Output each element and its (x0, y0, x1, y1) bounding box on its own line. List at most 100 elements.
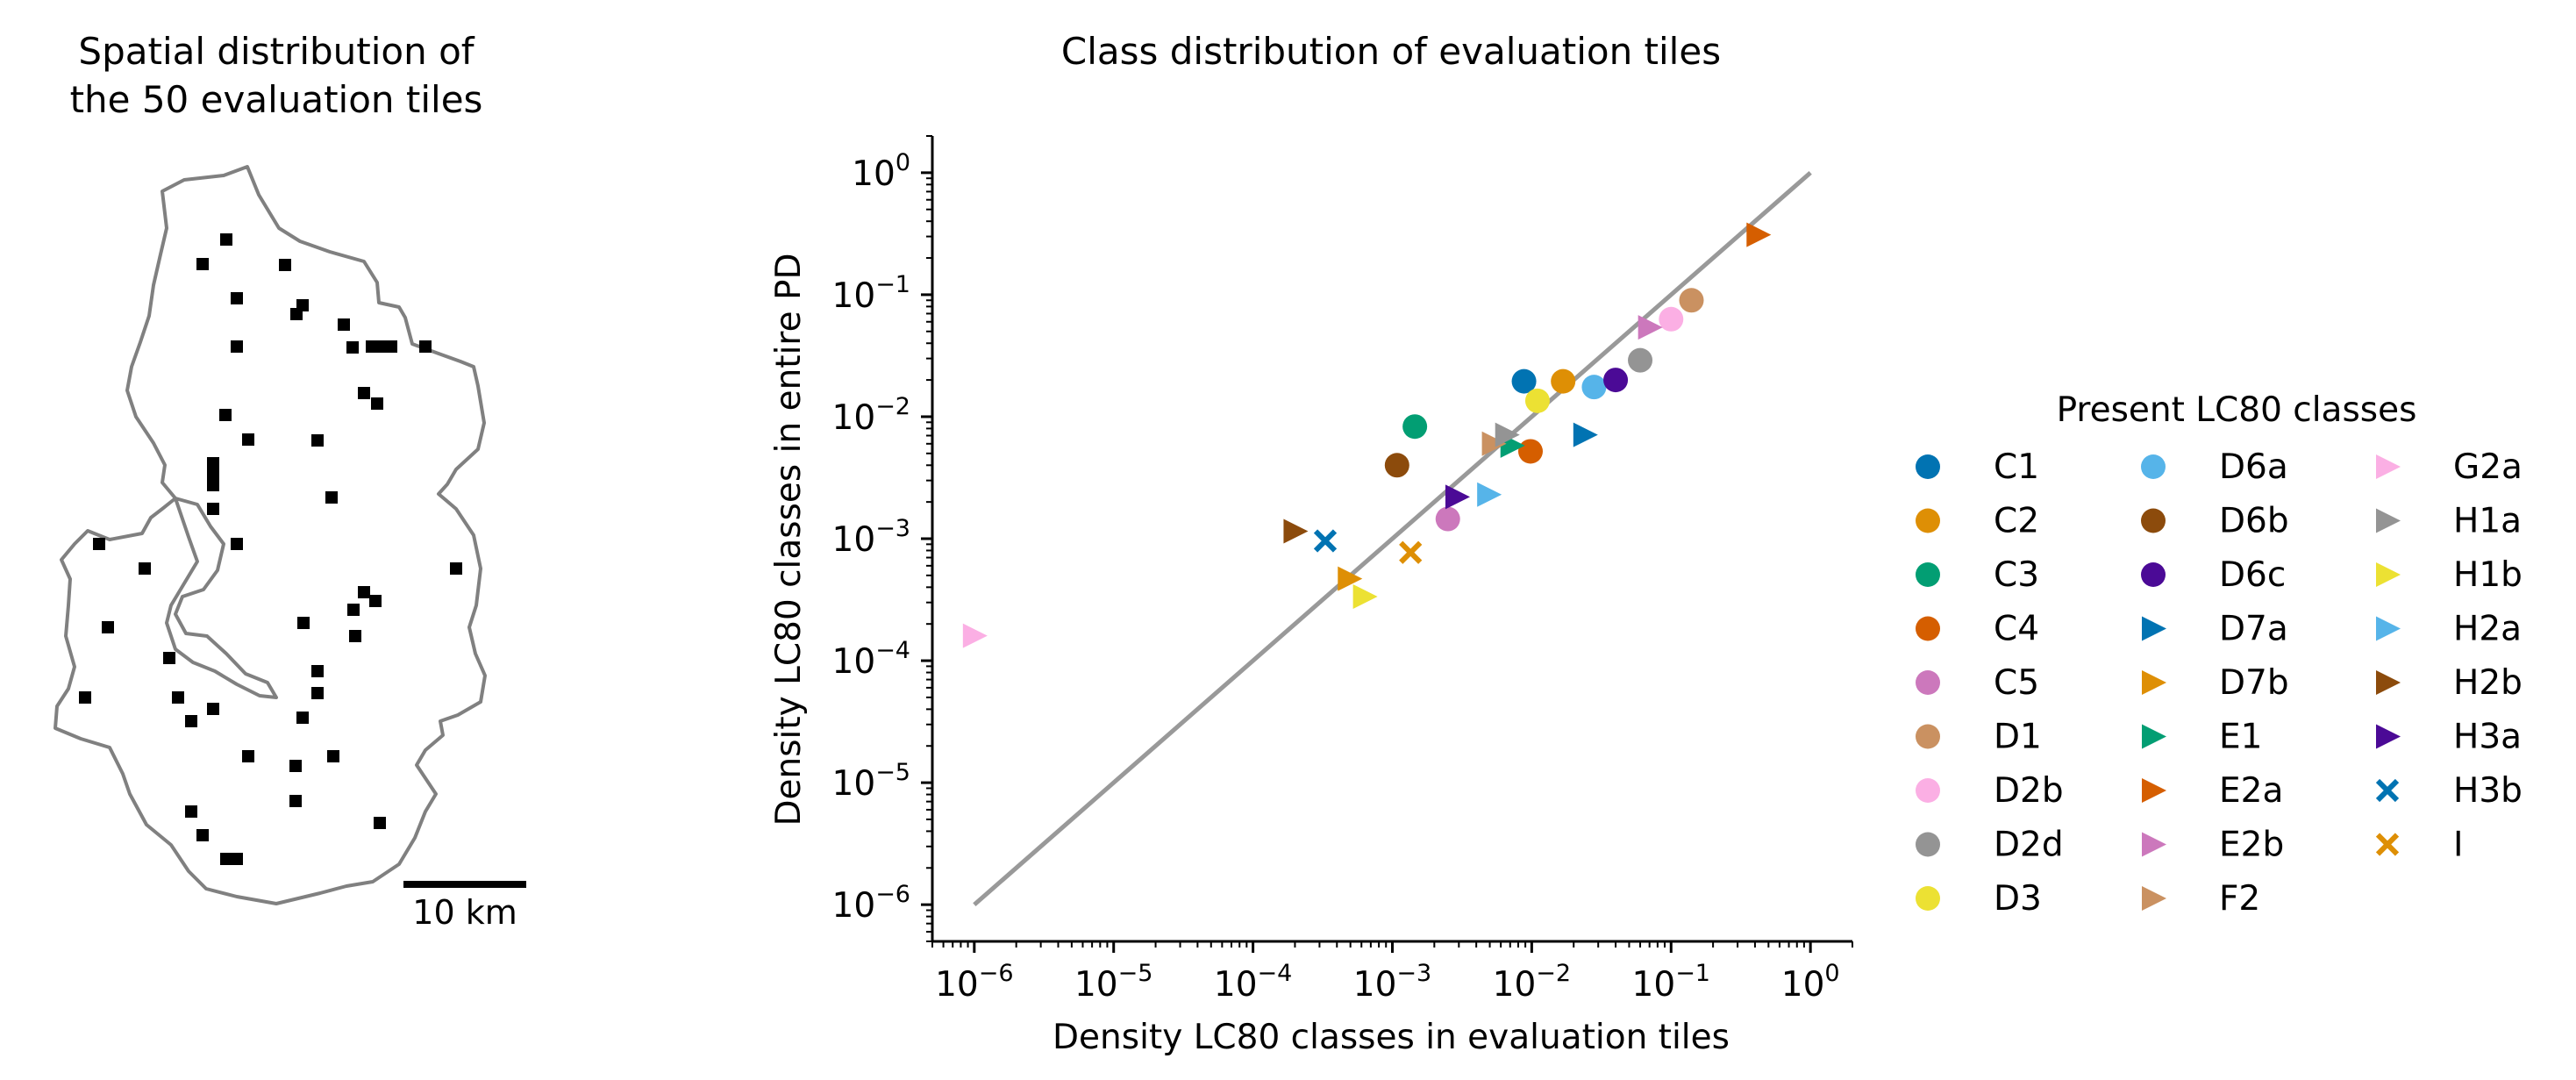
y-tick-label: 10−1 (832, 271, 910, 316)
marker-d3 (1524, 388, 1550, 413)
legend-title: Present LC80 classes (2057, 390, 2417, 430)
legend-marker (2141, 454, 2166, 479)
legend-label: C1 (1994, 447, 2039, 487)
evaluation-tile (358, 387, 370, 399)
legend-item-d1: D1 (1916, 718, 2042, 757)
legend-label: C3 (1994, 555, 2039, 595)
legend-label: H2a (2453, 610, 2522, 649)
legend-item-d2d: D2d (1916, 826, 2064, 865)
evaluation-tile (207, 468, 219, 481)
legend: C1 C2 C3 C4 C5 D1 D2b D2d D3 D6a D6b D6c D7a D7b E1 E2a… (1916, 447, 2522, 919)
legend-label: E2a (2219, 771, 2283, 811)
marker-e2b (1638, 315, 1663, 340)
legend-marker (1916, 616, 1940, 641)
y-tick-label: 10−2 (832, 393, 910, 438)
legend-item-c2: C2 (1916, 502, 2039, 541)
evaluation-tile (231, 853, 243, 865)
x-tick-label: 100 (1781, 960, 1840, 1005)
plot-area: 10−6 10−6 10−5 10−5 10−4 10−4 10−3 10−3 10−2 10−2… (832, 135, 1853, 1005)
evaluation-tile (371, 397, 383, 410)
evaluation-tile (196, 829, 209, 841)
marker-c4 (1517, 439, 1543, 464)
legend-marker (2142, 724, 2166, 749)
evaluation-tiles (79, 233, 462, 865)
marker-e2a (1746, 222, 1772, 247)
legend-marker (2376, 508, 2401, 533)
legend-item-g2a: G2a (2376, 447, 2522, 487)
legend-item-c1: C1 (1916, 447, 2039, 487)
legend-item-e2a: E2a (2142, 771, 2283, 811)
y-tick-label: 10−5 (832, 759, 910, 804)
marker-h3a (1445, 484, 1470, 510)
marker-c3 (1402, 414, 1428, 440)
evaluation-tile (231, 538, 243, 550)
legend-label: I (2453, 826, 2464, 865)
marker-g2a (962, 623, 988, 648)
legend-marker (1916, 508, 1940, 533)
legend-item-d7b: D7b (2142, 663, 2289, 703)
data-markers (962, 222, 1772, 648)
evaluation-tile (279, 259, 291, 271)
legend-item-d2b: D2b (1916, 771, 2064, 811)
legend-item-h3a: H3a (2376, 718, 2522, 757)
evaluation-tile (311, 665, 324, 677)
legend-marker (2376, 724, 2401, 749)
legend-marker (1916, 724, 1940, 749)
chart-panel: Class distribution of evaluation tiles 1… (769, 30, 2522, 1057)
inner-boundary (165, 497, 278, 699)
legend-label: D7b (2219, 663, 2289, 703)
x-stroke (2375, 833, 2400, 856)
marker-h1b (1352, 584, 1378, 610)
legend-item-c3: C3 (1916, 555, 2039, 595)
marker-h2a (1477, 482, 1502, 507)
y-tick-label: 10−6 (832, 881, 910, 926)
legend-label: D2d (1994, 826, 2064, 865)
marker-h3b (1313, 529, 1338, 553)
evaluation-tile (419, 340, 432, 353)
marker-c2 (1551, 368, 1576, 394)
evaluation-tile (338, 318, 350, 331)
x-tick-label: 10−3 (1353, 960, 1431, 1005)
map-title-line-1: Spatial distribution of (78, 30, 475, 73)
evaluation-tile (196, 258, 209, 270)
marker-d7b (1338, 566, 1363, 591)
legend-item-c4: C4 (1916, 610, 2039, 649)
legend-label: H3b (2453, 771, 2522, 811)
map-panel: Spatial distribution of the 50 evaluatio… (54, 30, 526, 932)
legend-label: H2b (2453, 663, 2522, 703)
evaluation-tile (207, 479, 219, 491)
legend-marker (1916, 886, 1940, 911)
x-stroke (1313, 529, 1338, 553)
legend-label: E1 (2219, 718, 2262, 757)
legend-item-h2a: H2a (2376, 610, 2522, 649)
map-title-line-2: the 50 evaluation tiles (70, 78, 483, 121)
evaluation-tile (325, 491, 338, 504)
legend-item-c5: C5 (1916, 663, 2039, 703)
evaluation-tile (369, 595, 382, 607)
evaluation-tile (366, 340, 378, 353)
x-tick-label: 10−5 (1074, 960, 1152, 1005)
y-tick-label: 10−3 (832, 515, 910, 560)
legend-label: F2 (2219, 879, 2260, 919)
evaluation-tile (297, 617, 310, 629)
legend-item-d6a: D6a (2141, 447, 2288, 487)
evaluation-tile (102, 621, 114, 633)
legend-label: C5 (1994, 663, 2039, 703)
legend-marker (1916, 778, 1940, 803)
evaluation-tile (358, 586, 370, 598)
marker-d6b (1384, 453, 1409, 478)
legend-marker (1916, 670, 1940, 695)
evaluation-tile (289, 795, 302, 807)
evaluation-tile (231, 340, 243, 353)
marker-h1a (1495, 422, 1520, 447)
legend-label: H1a (2453, 502, 2522, 541)
marker-d2b (1659, 306, 1684, 332)
legend-marker (2376, 616, 2401, 641)
legend-marker (2142, 670, 2166, 695)
marker-d6a (1581, 375, 1607, 400)
x-stroke (2375, 778, 2400, 803)
legend-marker (2141, 562, 2166, 587)
evaluation-tile (289, 760, 302, 772)
marker-c1 (1511, 368, 1537, 394)
evaluation-tile (296, 712, 309, 724)
